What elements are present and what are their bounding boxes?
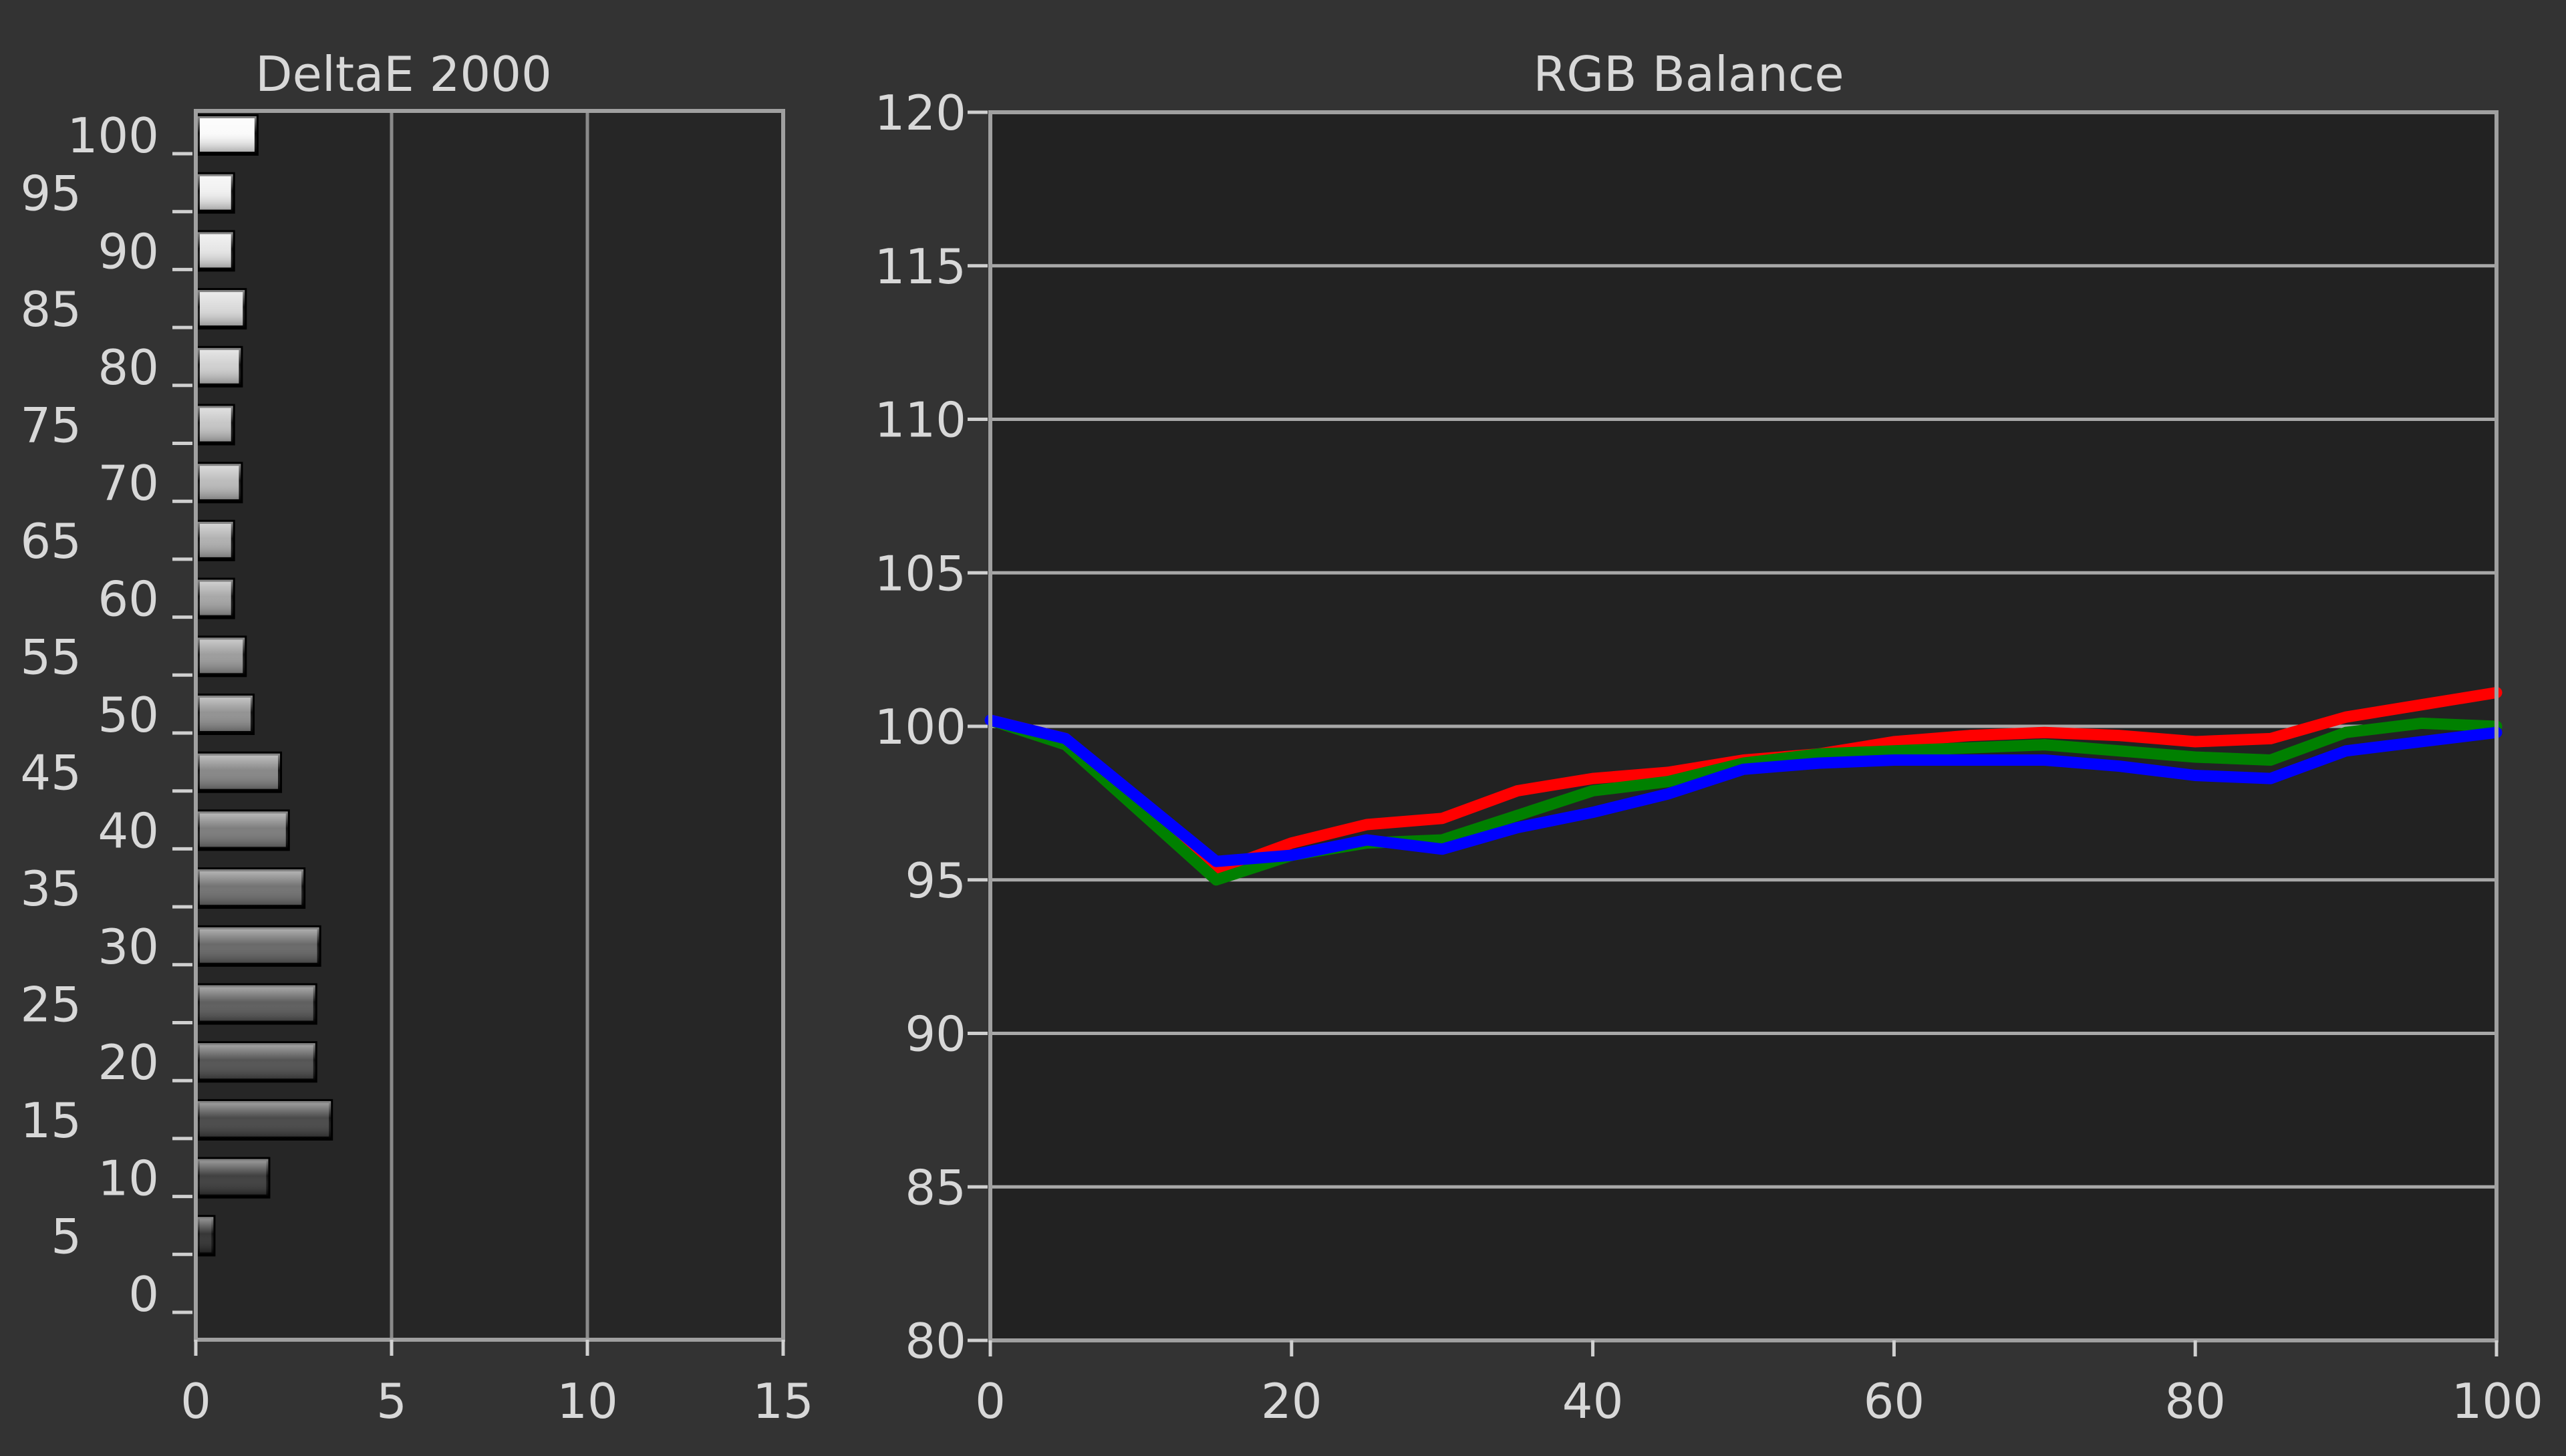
deltae-y-tick-label: 100 — [67, 108, 159, 164]
rgb-x-ticks: 0 20 40 60 80 100 — [975, 1340, 2543, 1429]
deltae-y-tick-label: 85 — [20, 281, 82, 337]
deltae-x-ticks: 0 5 10 15 — [180, 1340, 814, 1429]
rgb-y-tick-label: 110 — [875, 392, 966, 448]
rgb-y-tick-label: 100 — [875, 699, 966, 755]
deltae-bar-shine — [198, 290, 245, 328]
deltae-y-tick-label: 90 — [98, 223, 159, 279]
deltae-bar-shine — [198, 116, 257, 154]
deltae-y-tick-label: 60 — [98, 571, 159, 627]
deltae-bar-shine — [198, 174, 233, 212]
rgb-y-tick-label: 115 — [875, 239, 966, 295]
rgb-y-tick-label: 105 — [875, 545, 966, 601]
deltae-title: DeltaE 2000 — [255, 46, 552, 102]
rgb-series-line — [984, 714, 2503, 867]
deltae-y-tick-label: 70 — [98, 455, 159, 511]
deltae-bar-shine — [198, 579, 233, 617]
deltae-y-tick-label: 55 — [20, 629, 82, 685]
deltae-bar-shine — [198, 406, 233, 444]
deltae-plot-background — [196, 111, 783, 1340]
deltae-bar-shine — [198, 811, 288, 849]
deltae-x-tick-label: 0 — [180, 1373, 211, 1429]
rgb-plot-frame — [988, 110, 2499, 1342]
deltae-bar-shine — [198, 1159, 269, 1197]
deltae-bars — [196, 114, 333, 1257]
deltae-y-tick-label: 65 — [20, 513, 82, 569]
deltae-chart: 0510152025303540455055606570758085909510… — [20, 46, 813, 1429]
deltae-y-tick-label: 30 — [98, 919, 159, 975]
deltae-bar-shine — [198, 869, 304, 907]
rgb-x-tick-label: 100 — [2452, 1373, 2543, 1429]
rgb-y-tick-label: 85 — [905, 1159, 966, 1215]
deltae-x-tick-label: 10 — [557, 1373, 618, 1429]
deltae-gridlines — [390, 111, 589, 1340]
rgb-series-lines — [984, 687, 2503, 886]
rgb-balance-title: RGB Balance — [1533, 46, 1844, 102]
deltae-bar-shine — [198, 521, 233, 559]
rgb-y-tick-label: 120 — [875, 85, 966, 141]
deltae-bar-shine — [198, 1217, 214, 1255]
deltae-y-tick-label: 45 — [20, 745, 82, 801]
deltae-y-tick-label: 20 — [98, 1034, 159, 1090]
deltae-bar-shine — [198, 753, 281, 791]
rgb-y-ticks: 80 85 90 95 100 105 110 115 120 — [875, 85, 988, 1369]
rgb-x-tick-label: 0 — [975, 1373, 1006, 1429]
deltae-y-tick-label: 50 — [98, 687, 159, 743]
deltae-bar-shine — [198, 637, 245, 676]
rgb-x-tick-label: 80 — [2164, 1373, 2226, 1429]
deltae-y-tick-label: 0 — [128, 1266, 159, 1322]
rgb-balance-chart: 80 85 90 95 100 105 110 115 120 0 20 40 60 80 100 RGB… — [875, 46, 2543, 1429]
deltae-x-tick-label: 5 — [376, 1373, 407, 1429]
deltae-bar-shine — [198, 347, 241, 386]
deltae-bar-shine — [198, 1043, 315, 1081]
rgb-y-tick-label: 80 — [905, 1313, 966, 1369]
rgb-x-tick-label: 40 — [1562, 1373, 1624, 1429]
rgb-y-tick-label: 90 — [905, 1006, 966, 1062]
deltae-y-ticks: 05 10 15 20 25 30 35 40 45 50 55 60 65 70 75 80 85 90 9510… — [20, 108, 192, 1322]
deltae-bar-shine — [198, 927, 319, 965]
deltae-y-tick-label: 35 — [20, 861, 82, 917]
deltae-y-tick-label: 75 — [20, 398, 82, 454]
deltae-plot-frame — [194, 109, 785, 1342]
rgb-x-tick-label: 60 — [1864, 1373, 1925, 1429]
deltae-bar-shine — [198, 696, 253, 733]
rgb-x-tick-label: 20 — [1261, 1373, 1322, 1429]
deltae-bar-shine — [198, 1101, 331, 1139]
deltae-y-tick-label: 10 — [98, 1151, 159, 1207]
deltae-bar-shine — [198, 232, 233, 270]
deltae-y-tick-label: 40 — [98, 803, 159, 859]
rgb-gridlines — [990, 264, 2497, 1189]
deltae-x-tick-label: 15 — [752, 1373, 814, 1429]
deltae-bar-shine — [198, 464, 241, 502]
deltae-y-tick-label: 25 — [20, 977, 82, 1033]
deltae-y-tick-label: 95 — [20, 166, 82, 222]
deltae-bar-shine — [198, 985, 315, 1023]
deltae-y-tick-label: 5 — [51, 1208, 82, 1264]
rgb-y-tick-label: 95 — [905, 853, 966, 909]
deltae-y-tick-label: 80 — [98, 339, 159, 396]
deltae-y-tick-label: 15 — [20, 1093, 82, 1149]
